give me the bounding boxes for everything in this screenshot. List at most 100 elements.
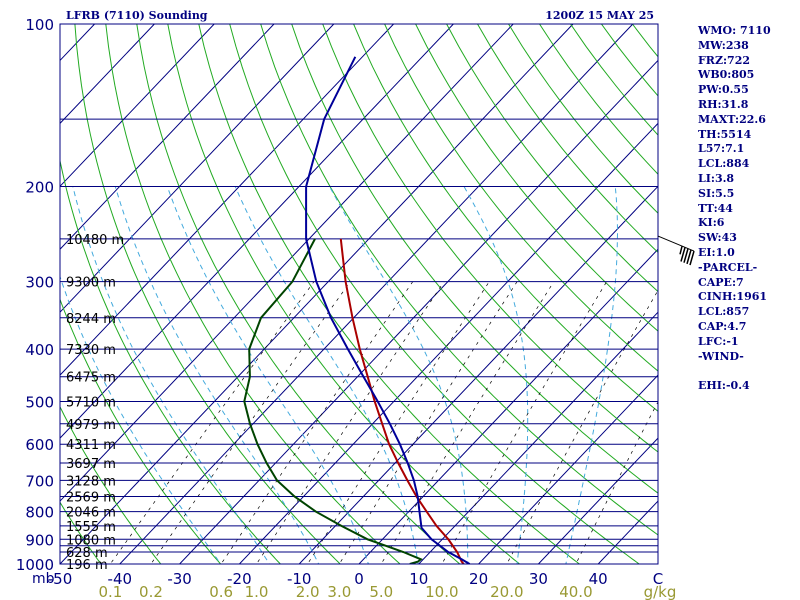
station-title: LFRB (7110) Sounding <box>66 9 208 22</box>
temperature-tick-label: -50 <box>48 570 73 588</box>
pressure-tick-label: 900 <box>25 531 54 549</box>
dry-adiabat-line <box>291 24 658 494</box>
dry-adiabat-line <box>477 24 658 254</box>
wind-barbs <box>657 235 695 266</box>
height-label: 10480 m <box>66 233 124 248</box>
temperature-tick-label: C <box>653 570 663 588</box>
wind-barb-flag <box>680 247 686 262</box>
mixing-ratio-tick-labels: 0.1 0.2 0.6 1.0 2.0 3.0 5.0 10.0 20.0 40.0 g/kg <box>98 583 676 600</box>
mixing-ratio-tick-label: 40.0 <box>559 583 592 600</box>
height-label: 2569 m <box>66 491 116 506</box>
temperature-tick-label: 20 <box>469 570 488 588</box>
isotherm-grid <box>60 24 658 564</box>
wind-barb-flag <box>679 246 683 255</box>
pressure-tick-label: 500 <box>25 393 54 411</box>
index-item: LCL:884 <box>698 157 750 171</box>
temperature-tick-label: 10 <box>409 570 428 588</box>
index-item: PW:0.55 <box>698 83 749 97</box>
index-item: WB0:805 <box>698 68 755 82</box>
index-item: EI:1.0 <box>698 245 735 259</box>
height-label: 4311 m <box>66 438 116 453</box>
moist-adiabat-line <box>114 186 320 564</box>
index-item: CAPE:7 <box>698 275 744 289</box>
sounding-indices-panel: WMO: 7110 MW:238 FRZ:722 WB0:805 PW:0.55 RH:3… <box>698 24 771 394</box>
height-label: 8244 m <box>66 312 116 327</box>
dry-adiabat-line <box>74 24 341 564</box>
dry-adiabat-grid <box>60 24 800 575</box>
index-item: CAP:4.7 <box>698 319 747 333</box>
index-item: MAXT:22.6 <box>698 112 766 126</box>
pressure-tick-label: 100 <box>25 16 54 34</box>
mixing-ratio-tick-label: 2.0 <box>296 583 320 600</box>
parcel-line <box>305 56 471 564</box>
index-item: -PARCEL- <box>698 260 758 274</box>
pressure-tick-label: 1000 <box>16 556 54 574</box>
dry-adiabat-line <box>60 298 222 564</box>
wind-barb-flag <box>689 250 695 266</box>
height-label: 5710 m <box>66 395 116 410</box>
index-item: FRZ:722 <box>698 53 751 67</box>
mixing-ratio-tick-label: 1.0 <box>245 583 269 600</box>
pressure-tick-label: 400 <box>25 341 54 359</box>
height-label: 196 m <box>66 558 108 573</box>
index-item: CINH:1961 <box>698 290 768 304</box>
pressure-tick-label: 700 <box>25 472 54 490</box>
isotherm-line <box>358 248 658 564</box>
height-label: 2046 m <box>66 506 116 521</box>
wind-barb-flag <box>683 248 689 263</box>
height-label: 6475 m <box>66 371 116 386</box>
moist-adiabat-line <box>234 186 419 564</box>
index-item: KI:6 <box>698 216 725 230</box>
dry-adiabat-line <box>60 405 162 564</box>
dry-adiabat-line <box>167 24 521 564</box>
isotherm-line <box>60 24 215 188</box>
isotherm-line <box>298 185 658 564</box>
mixing-ratio-tick-label: 5.0 <box>369 583 393 600</box>
dry-adiabat-line <box>787 24 800 575</box>
temperature-tick-label: -10 <box>287 570 312 588</box>
isotherm-line <box>538 437 658 564</box>
dry-adiabat-line <box>322 24 658 453</box>
temperature-line <box>339 238 465 564</box>
dry-adiabat-line <box>198 24 581 564</box>
isotherm-line <box>418 311 658 564</box>
index-item: L57:7.1 <box>698 142 745 156</box>
mixing-ratio-line <box>441 281 607 564</box>
mixing-ratio-tick-label: g/kg <box>644 583 677 600</box>
dry-adiabat-line <box>229 24 641 564</box>
index-item <box>698 364 771 379</box>
isotherm-line <box>60 24 155 125</box>
dry-adiabat-line <box>384 24 658 372</box>
index-item: WMO: 7110 <box>698 24 771 37</box>
height-label: 3697 m <box>66 457 116 472</box>
pressure-tick-label: 600 <box>25 436 54 454</box>
dry-adiabat-line <box>353 24 658 412</box>
index-item: SI:5.5 <box>698 186 735 200</box>
index-item: LCL:857 <box>698 305 750 319</box>
moist-adiabat-line <box>72 186 270 564</box>
valid-time: 1200Z 15 MAY 25 <box>545 9 654 22</box>
isotherm-line <box>60 24 514 502</box>
height-labels: 10480 m 9300 m 8244 m 7330 m 6475 m 5710 m 497… <box>66 233 124 573</box>
isotherm-line <box>60 24 394 376</box>
index-item: LFC:-1 <box>698 334 739 348</box>
moist-adiabat-line <box>60 275 222 564</box>
isotherm-line <box>60 24 335 313</box>
mixing-ratio-line <box>150 281 351 564</box>
mixing-ratio-line <box>109 281 315 564</box>
temperature-tick-labels: -50 -40 -30 -20 -10 0 10 20 30 40 C <box>48 570 663 588</box>
dry-adiabat-line <box>446 24 658 293</box>
mixing-ratio-tick-label: 20.0 <box>490 583 523 600</box>
temperature-tick-label: -30 <box>167 570 192 588</box>
mixing-ratio-tick-label: 10.0 <box>425 583 458 600</box>
height-label: 1080 m <box>66 533 116 548</box>
height-label: 9300 m <box>66 276 116 291</box>
height-label: 628 m <box>66 546 108 561</box>
moist-adiabat-grid <box>60 186 618 564</box>
index-item: TH:5514 <box>698 127 752 141</box>
dry-adiabat-line <box>415 24 658 332</box>
height-label: 1555 m <box>66 520 116 535</box>
isotherm-line <box>478 374 658 564</box>
dry-adiabat-line <box>105 24 401 564</box>
